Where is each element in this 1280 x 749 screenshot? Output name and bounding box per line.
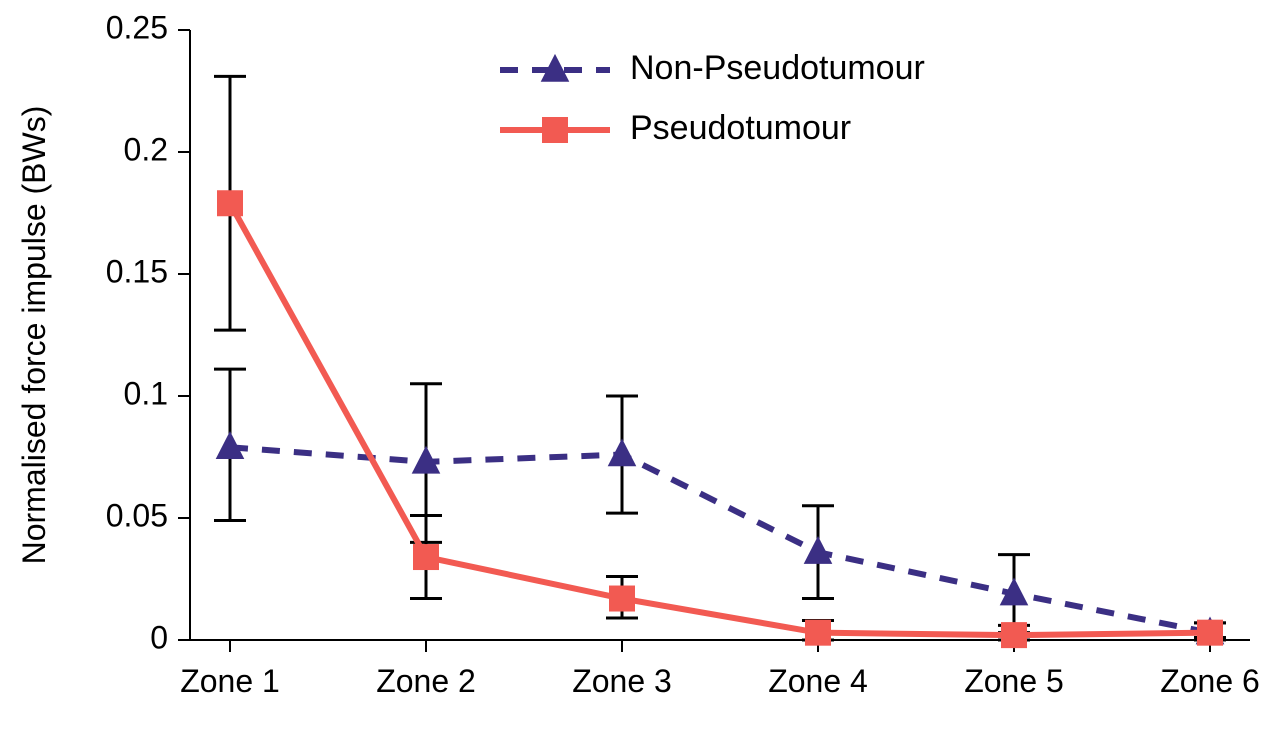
x-tick-label: Zone 1 [180,663,280,699]
square-marker [542,117,568,143]
chart-svg: 0 0.05 0.1 0.15 0.2 0.25 Zone 1 Zone 2 Zone 3 Zon… [0,0,1280,749]
y-tick-label: 0.2 [124,131,168,167]
chart-container: 0 0.05 0.1 0.15 0.2 0.25 Zone 1 Zone 2 Zone 3 Zon… [0,0,1280,749]
legend-label: Non-Pseudotumour [630,49,925,87]
x-tick-label: Zone 5 [964,663,1064,699]
y-tick-label: 0 [150,619,168,655]
square-marker [413,544,439,570]
square-marker [217,190,243,216]
square-marker [609,586,635,612]
square-marker [1001,622,1027,648]
y-tick-label: 0.15 [106,253,168,289]
x-tick-label: Zone 6 [1160,663,1260,699]
y-tick-label: 0.05 [106,497,168,533]
x-tick-label: Zone 3 [572,663,672,699]
y-tick-label: 0.1 [124,375,168,411]
legend-label: Pseudotumour [630,109,851,147]
square-marker [1197,620,1223,646]
y-tick-label: 0.25 [106,9,168,45]
y-axis-label: Normalised force impulse (BWs) [16,106,52,565]
x-tick-label: Zone 2 [376,663,476,699]
x-tick-label: Zone 4 [768,663,868,699]
square-marker [805,620,831,646]
